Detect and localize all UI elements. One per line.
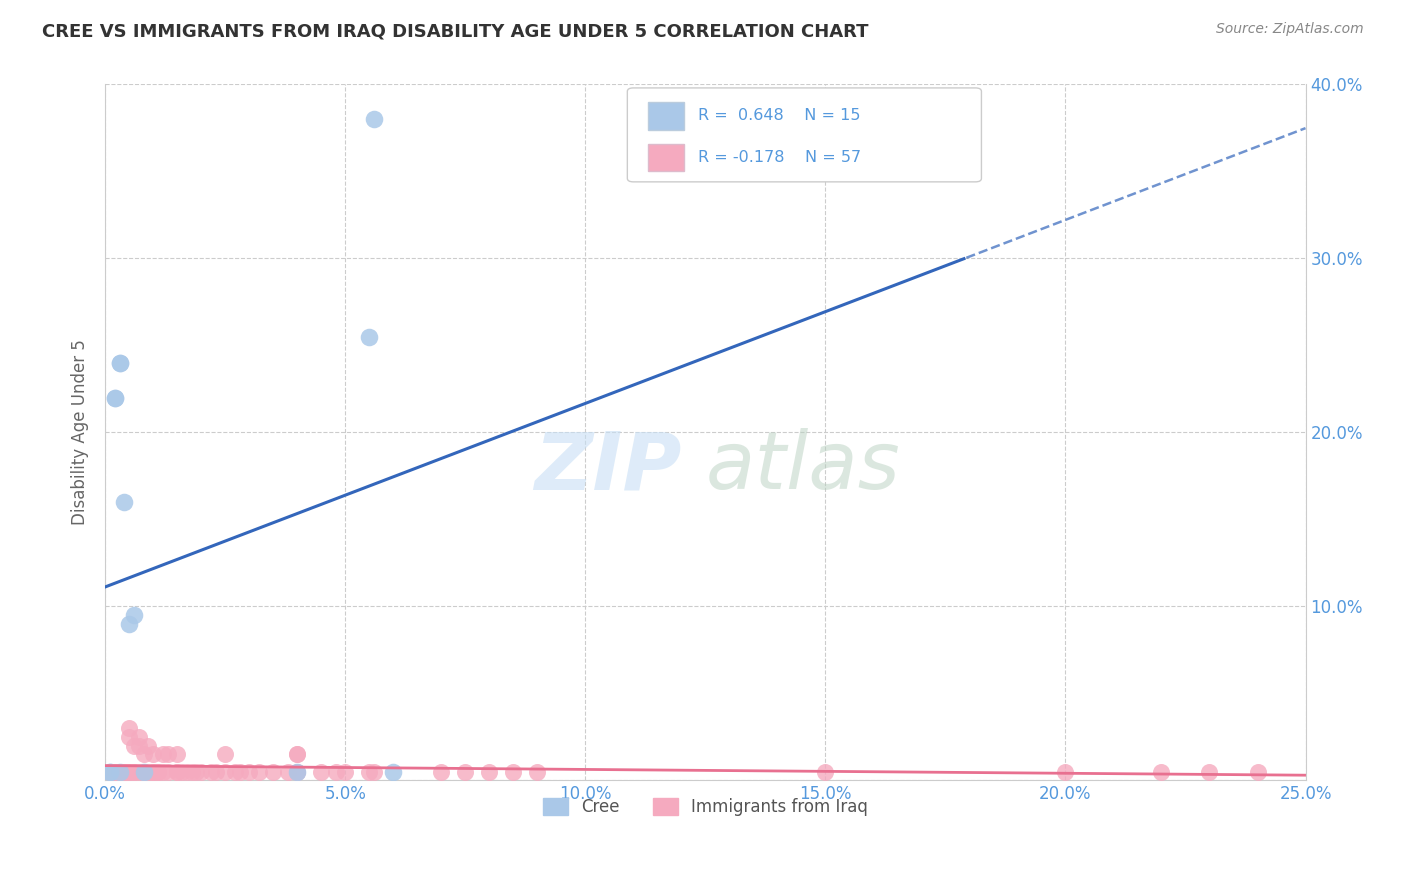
Point (104, 764, 127, 779)
Point (108, 356, 131, 370)
Text: Source: ZipAtlas.com: Source: ZipAtlas.com (1216, 22, 1364, 37)
Point (156, 747, 179, 762)
Point (277, 764, 299, 779)
Point (359, 764, 381, 779)
Point (224, 764, 246, 779)
Point (98, 764, 121, 779)
Text: R =  0.648    N = 15: R = 0.648 N = 15 (699, 108, 860, 123)
Point (98, 764, 121, 779)
Point (108, 764, 131, 779)
Point (112, 764, 135, 779)
Y-axis label: Disability Age Under 5: Disability Age Under 5 (72, 340, 89, 525)
FancyBboxPatch shape (648, 102, 683, 129)
Point (214, 747, 236, 762)
Point (146, 764, 169, 779)
Point (118, 764, 141, 779)
Point (118, 721, 141, 735)
Point (335, 764, 357, 779)
Point (262, 764, 284, 779)
Point (1246, 764, 1268, 779)
FancyBboxPatch shape (648, 144, 683, 171)
Point (98, 764, 121, 779)
Point (122, 764, 145, 779)
Point (128, 764, 150, 779)
Point (146, 764, 169, 779)
Point (285, 764, 308, 779)
Point (309, 764, 332, 779)
Point (122, 607, 145, 622)
Legend: Cree, Immigrants from Iraq: Cree, Immigrants from Iraq (534, 789, 876, 824)
Point (152, 764, 174, 779)
Point (132, 764, 155, 779)
Point (1054, 764, 1077, 779)
Point (180, 764, 202, 779)
Point (108, 356, 131, 370)
Point (526, 764, 548, 779)
Point (1198, 764, 1220, 779)
Point (166, 747, 188, 762)
Point (204, 764, 226, 779)
Point (128, 730, 150, 744)
Point (118, 730, 141, 744)
Point (382, 764, 405, 779)
Point (98, 764, 121, 779)
Point (156, 764, 179, 779)
Point (1150, 764, 1173, 779)
Point (186, 764, 208, 779)
Point (142, 764, 165, 779)
Point (128, 739, 150, 753)
Point (122, 764, 145, 779)
Point (152, 747, 174, 762)
Point (118, 764, 141, 779)
Point (142, 747, 165, 762)
Point (478, 764, 501, 779)
Point (170, 764, 193, 779)
Point (247, 764, 270, 779)
Point (166, 764, 188, 779)
Text: ZIP: ZIP (534, 428, 682, 506)
Point (214, 764, 236, 779)
Point (142, 764, 165, 779)
Point (363, 764, 385, 779)
Point (108, 764, 131, 779)
Point (98, 764, 121, 779)
Point (104, 391, 127, 405)
Point (104, 391, 127, 405)
Point (228, 764, 250, 779)
Point (118, 616, 141, 631)
Point (132, 747, 155, 762)
FancyBboxPatch shape (627, 88, 981, 182)
Point (132, 764, 155, 779)
Point (285, 764, 308, 779)
Point (190, 764, 212, 779)
Point (112, 495, 135, 509)
Text: R = -0.178    N = 57: R = -0.178 N = 57 (699, 150, 862, 165)
Point (814, 764, 837, 779)
Point (138, 739, 160, 753)
Point (104, 764, 127, 779)
Point (138, 764, 160, 779)
Point (285, 764, 308, 779)
Point (502, 764, 524, 779)
Point (108, 764, 131, 779)
Point (176, 764, 198, 779)
Point (454, 764, 477, 779)
Point (98, 764, 121, 779)
Point (112, 764, 135, 779)
Point (285, 747, 308, 762)
Point (359, 329, 381, 343)
Point (430, 764, 453, 779)
Point (325, 764, 347, 779)
Point (285, 747, 308, 762)
Point (166, 764, 188, 779)
Text: CREE VS IMMIGRANTS FROM IRAQ DISABILITY AGE UNDER 5 CORRELATION CHART: CREE VS IMMIGRANTS FROM IRAQ DISABILITY … (42, 22, 869, 40)
Text: atlas: atlas (706, 428, 900, 506)
Point (132, 764, 155, 779)
Point (200, 764, 222, 779)
Point (363, 112, 385, 127)
Point (122, 739, 145, 753)
Point (238, 764, 260, 779)
